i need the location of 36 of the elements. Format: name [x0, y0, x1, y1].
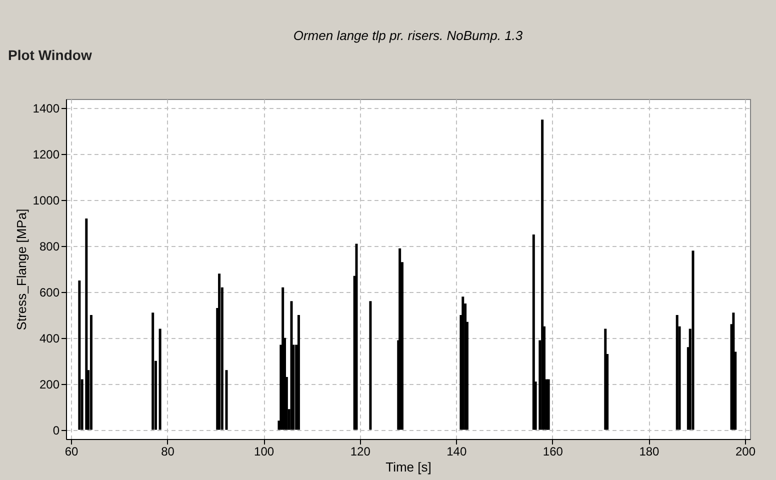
- bar: [532, 234, 535, 430]
- bar: [90, 314, 92, 430]
- bar: [355, 244, 358, 430]
- x-tick-label: 160: [542, 444, 564, 458]
- bar: [152, 312, 154, 430]
- x-axis-title: Time [s]: [386, 460, 432, 474]
- x-tick-label: 80: [161, 444, 175, 458]
- y-axis-title: Stress_Flange [MPa]: [14, 208, 29, 330]
- bar: [225, 370, 228, 430]
- x-tick-label: 100: [254, 444, 274, 458]
- text: Plot Window: [8, 47, 92, 63]
- y-tick-label: 400: [39, 331, 60, 346]
- x-tick-label: 140: [446, 444, 467, 458]
- y-tick-label: 200: [39, 377, 60, 392]
- y-tick-label: 0: [52, 423, 60, 438]
- x-tick-label: 60: [64, 444, 78, 458]
- y-tick-label: 1200: [32, 148, 60, 162]
- x-tick-label: 180: [639, 444, 660, 458]
- bar: [369, 301, 372, 430]
- bar: [398, 248, 402, 430]
- x-tick-label: 120: [350, 444, 371, 458]
- bar: [158, 328, 162, 430]
- y-tick-label: 1000: [32, 194, 60, 208]
- bar: [85, 218, 88, 430]
- bar: [78, 280, 81, 430]
- bar: [541, 120, 544, 430]
- y-tick-label: 1400: [32, 102, 60, 116]
- bar: [692, 250, 694, 430]
- bar: [462, 296, 464, 430]
- x-tick-label: 200: [735, 444, 756, 458]
- bar: [297, 314, 300, 430]
- y-tick-label: 600: [39, 285, 60, 300]
- bar: [218, 274, 221, 430]
- bar: [676, 314, 678, 430]
- chart-title: Ormen lange tlp pr. risers. NoBump. 1.3: [293, 28, 524, 43]
- y-tick-label: 800: [39, 240, 60, 254]
